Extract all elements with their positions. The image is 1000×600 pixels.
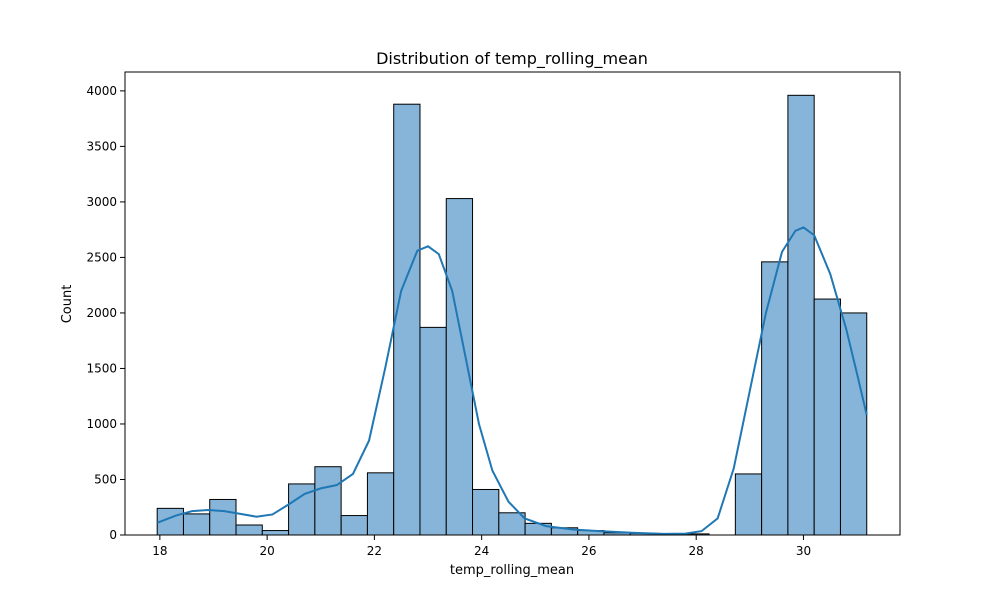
histogram-bar [366,472,395,536]
y-tick-label: 1000 [86,417,117,431]
histogram-bar [445,198,474,536]
y-tick-label: 0 [109,528,117,542]
histogram-bar [419,326,447,536]
x-axis-label: temp_rolling_mean [450,563,574,578]
plot-frame [124,71,901,536]
histogram-bar [787,94,815,536]
x-tick-label: 18 [152,544,167,558]
histogram-bar [261,530,290,536]
histogram-bar [182,513,211,536]
y-tick-label: 3500 [86,139,117,153]
histogram-bar [393,103,421,536]
x-tick-label: 24 [474,544,489,558]
y-axis: 0 500 1000 1500 2000 2500 3000 3500 4000 [86,84,125,542]
x-tick-label: 26 [581,544,596,558]
y-tick-label: 4000 [86,84,117,98]
y-tick-label: 500 [94,472,117,486]
x-axis: 18 20 22 24 26 28 30 [152,535,811,558]
histogram-bar [761,261,789,536]
x-tick-label: 20 [259,544,274,558]
histogram-bar [340,515,368,536]
histogram-bar [314,466,342,536]
histogram-bar [813,298,841,536]
x-tick-label: 30 [796,544,811,558]
histogram-bar [235,524,263,536]
histogram-bar [524,522,552,536]
y-axis-label: Count [60,285,75,324]
x-tick-label: 28 [689,544,704,558]
chart-title: Distribution of temp_rolling_mean [376,49,648,69]
histogram-bar [472,488,500,536]
y-tick-label: 2500 [86,250,117,264]
y-tick-label: 3000 [86,195,117,209]
histogram-bar [839,312,868,536]
kde-curve [156,226,868,535]
y-tick-label: 2000 [86,306,117,320]
histogram-bar [209,498,237,536]
histogram-bar [734,473,763,536]
x-tick-label: 22 [367,544,382,558]
y-tick-label: 1500 [86,361,117,375]
